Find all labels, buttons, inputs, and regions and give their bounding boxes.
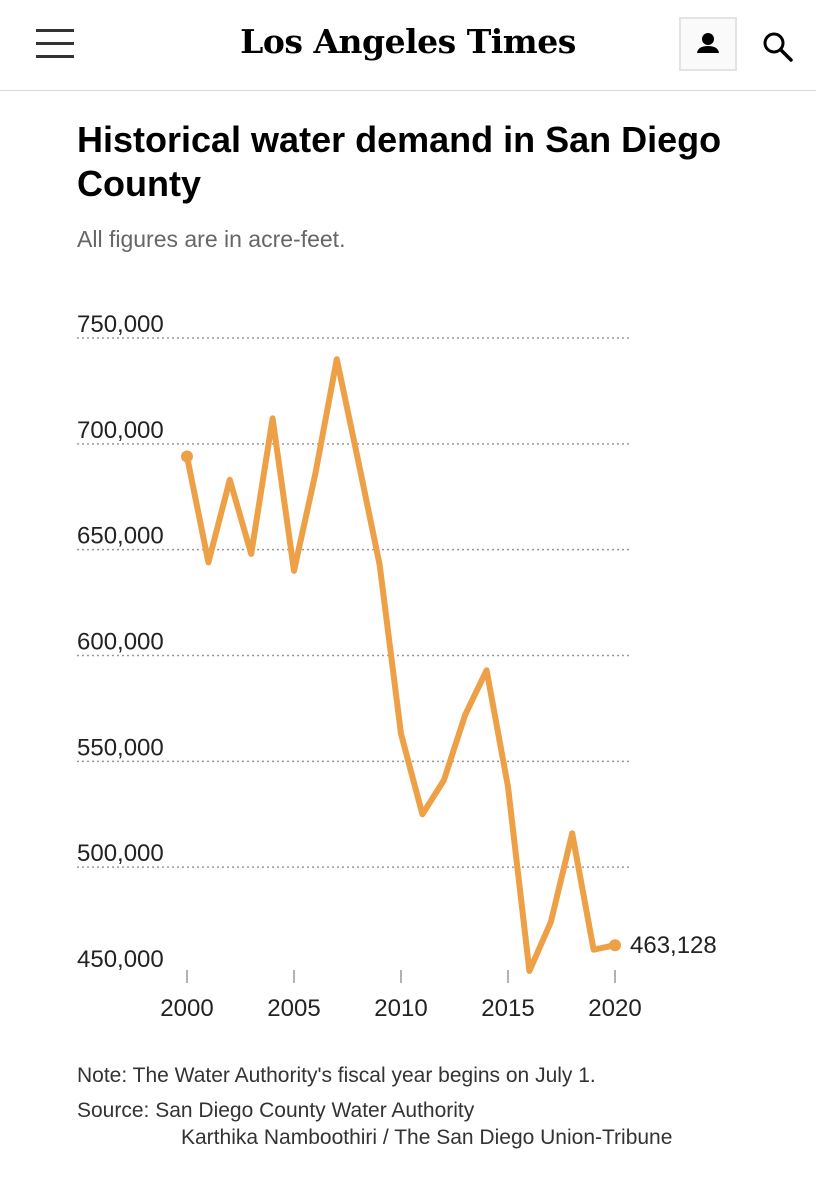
data-line — [184, 356, 618, 974]
data-point-start — [181, 450, 193, 463]
y-tick-label: 650,000 — [77, 523, 164, 550]
line-chart: 450,000 500,000 550,000 600,000 650,000 700,0… — [77, 311, 717, 1022]
y-tick-label: 500,000 — [77, 840, 164, 867]
user-icon — [697, 33, 719, 53]
y-tick-label: 700,000 — [77, 417, 164, 444]
hamburger-menu-icon[interactable] — [34, 26, 78, 62]
search-icon — [763, 32, 793, 62]
y-tick-label: 750,000 — [77, 311, 164, 338]
search-button[interactable] — [760, 28, 796, 64]
y-tick-label: 550,000 — [77, 734, 164, 761]
data-point-end — [609, 939, 621, 952]
chart-note: Note: The Water Authority's fiscal year … — [77, 1064, 596, 1087]
y-tick-label: 450,000 — [77, 946, 164, 973]
site-header: Los Angeles Times — [0, 0, 816, 91]
x-tick-label: 2020 — [588, 995, 641, 1022]
chart-credit: Karthika Namboothiri / The San Diego Uni… — [181, 1126, 673, 1149]
x-tick-label: 2015 — [481, 995, 534, 1022]
x-tick-label: 2005 — [267, 995, 320, 1022]
chart-source: Source: San Diego County Water Authority — [77, 1099, 475, 1122]
chart-title: Historical water demand in San Diego Cou… — [77, 119, 722, 204]
end-value-label: 463,128 — [630, 932, 717, 959]
x-tick-label: 2010 — [374, 995, 427, 1022]
account-button[interactable] — [679, 17, 737, 71]
y-tick-label: 600,000 — [77, 629, 164, 656]
chart-subtitle: All figures are in acre-feet. — [77, 226, 346, 252]
x-tick-label: 2000 — [160, 995, 213, 1022]
